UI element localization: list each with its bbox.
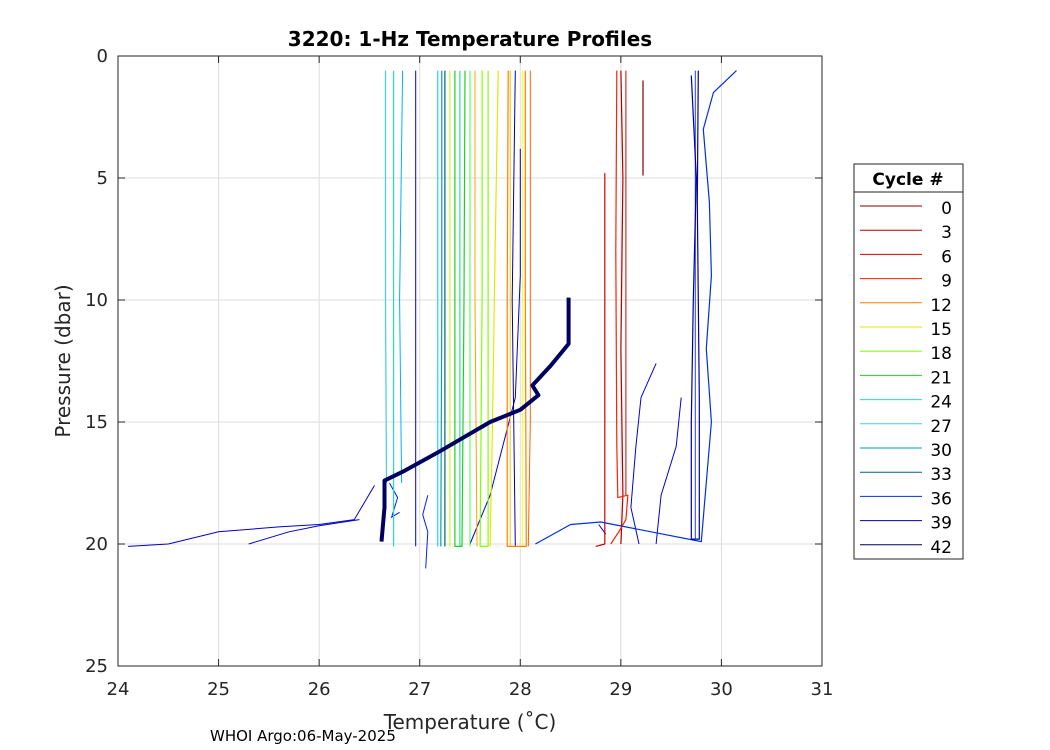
ticks — [117, 55, 823, 667]
legend-label-cycle-18: 18 — [930, 344, 952, 364]
x-tick-label: 27 — [408, 679, 431, 700]
profile-trace — [630, 363, 657, 545]
y-axis-title: Pressure (dbar) — [51, 284, 75, 437]
x-tick-label: 24 — [107, 679, 130, 700]
x-tick-labels: 24 25 26 27 28 29 30 31 — [107, 679, 834, 700]
series-line-cycle-6 — [595, 173, 606, 547]
profile-trace — [422, 495, 429, 569]
profile-trace — [469, 148, 521, 545]
series-line-cycle-30 — [440, 70, 443, 547]
y-tick-label: 15 — [85, 412, 108, 433]
series-line-cycle-15 — [489, 70, 499, 547]
legend-label-cycle-12: 12 — [930, 296, 952, 316]
traces — [128, 70, 696, 569]
y-tick-label: 0 — [97, 46, 108, 67]
series-line-cycle-9 — [610, 70, 629, 545]
chart-title: 3220: 1-Hz Temperature Profiles — [288, 27, 652, 51]
x-tick-label: 26 — [308, 679, 331, 700]
footer-credit: WHOI Argo:06-May-2025 — [210, 727, 396, 745]
series-line-cycle-42 — [379, 297, 571, 542]
y-tick-label: 10 — [85, 290, 108, 311]
profile-trace — [474, 70, 478, 547]
legend-label-cycle-9: 9 — [941, 272, 952, 292]
series-line-cycle-18 — [479, 70, 489, 548]
series-line-cycle-36 — [535, 70, 737, 545]
legend-label-cycle-27: 27 — [930, 417, 952, 437]
profile-trace — [655, 397, 682, 545]
y-tick-label: 20 — [85, 534, 108, 555]
legend-label-cycle-30: 30 — [930, 441, 952, 461]
profile-trace — [128, 485, 375, 547]
x-tick-label: 31 — [811, 679, 834, 700]
y-tick-label: 25 — [85, 656, 108, 677]
y-tick-label: 5 — [97, 168, 108, 189]
legend-label-cycle-36: 36 — [930, 489, 952, 509]
y-tick-labels: 0 5 10 15 20 25 — [85, 46, 108, 677]
legend-label-cycle-15: 15 — [930, 320, 952, 340]
legend-title: Cycle # — [872, 170, 943, 190]
profile-trace — [527, 70, 531, 547]
legend-label-cycle-21: 21 — [930, 368, 952, 388]
legend-label-cycle-0: 0 — [941, 199, 952, 219]
profile-trace — [248, 519, 360, 545]
profile-trace — [399, 70, 404, 484]
legend-label-cycle-24: 24 — [930, 393, 952, 413]
x-tick-label: 25 — [207, 679, 230, 700]
profile-trace — [511, 70, 516, 547]
legend-label-cycle-6: 6 — [941, 247, 952, 267]
x-axis-title: Temperature (˚C) — [383, 710, 557, 734]
legend-label-cycle-42: 42 — [930, 538, 952, 558]
legend-label-cycle-3: 3 — [941, 223, 952, 243]
legend-label-cycle-33: 33 — [930, 465, 952, 485]
x-tick-label: 30 — [710, 679, 733, 700]
x-tick-label: 29 — [609, 679, 632, 700]
series-line-cycle-39 — [690, 70, 700, 540]
series-line-cycle-21 — [454, 70, 466, 548]
legend-label-cycle-39: 39 — [930, 514, 952, 534]
x-tick-label: 28 — [509, 679, 532, 700]
series-line-cycle-12 — [506, 70, 527, 548]
series-line-cycle-27 — [384, 70, 388, 484]
series — [379, 70, 737, 548]
series-line-cycle-3 — [620, 70, 624, 545]
axes-frame — [117, 55, 823, 667]
